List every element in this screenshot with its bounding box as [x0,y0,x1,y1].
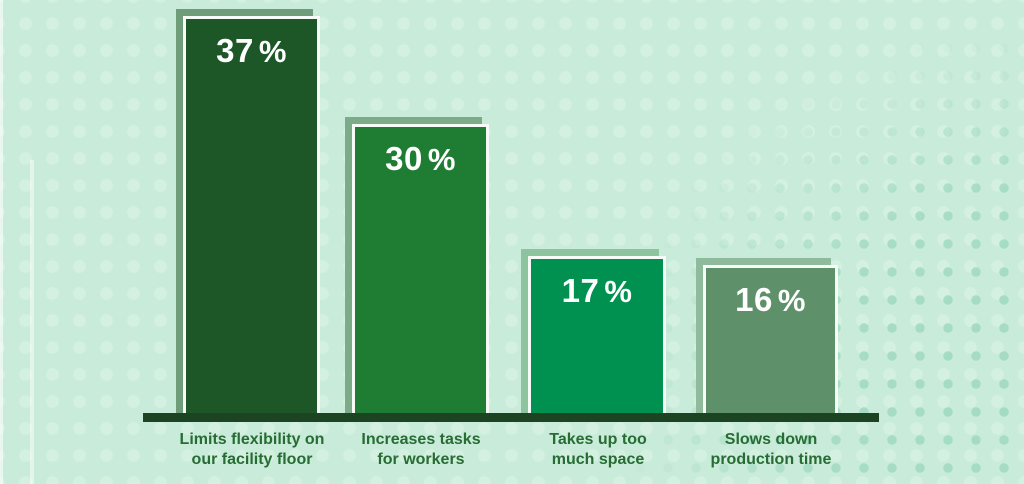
category-label-line: Slows down [724,431,818,448]
bar-slows-production: 16% [696,258,838,421]
percent-sign: % [604,274,633,309]
bar-takes-space: 17% [521,249,666,421]
bar-rect: 30% [352,124,489,418]
bar-limits-flexibility: 37% [176,9,320,421]
value-label: 17% [561,272,633,309]
category-label-line: for workers [377,451,465,468]
bar-rect: 16% [703,265,838,418]
x-axis-line [143,413,879,422]
value-label: 16% [735,281,806,318]
value-label: 37% [216,32,287,69]
category-label-line: much space [551,451,645,468]
bar-increases-tasks: 30% [345,117,489,421]
category-label-takes-space: Takes up too much space [488,430,708,470]
category-label-increases-tasks: Increases tasks for workers [311,430,531,470]
percent-sign: % [258,34,287,69]
percent-sign: % [427,142,456,177]
bar-rect: 17% [528,256,666,418]
background-seam-line [30,160,34,484]
category-label-line: Increases tasks [361,431,481,448]
value-label: 30% [385,140,456,177]
category-label-line: our facility floor [191,451,313,468]
category-label-line: Takes up too [549,431,647,448]
bar-rect: 37% [183,16,320,418]
percent-sign: % [777,283,806,318]
left-edge-highlight [0,0,3,484]
category-label-limits-flexibility: Limits flexibility on our facility floor [142,430,362,470]
category-label-line: Limits flexibility on [179,431,325,448]
category-label-line: production time [710,451,832,468]
category-label-slows-production: Slows down production time [661,430,881,470]
